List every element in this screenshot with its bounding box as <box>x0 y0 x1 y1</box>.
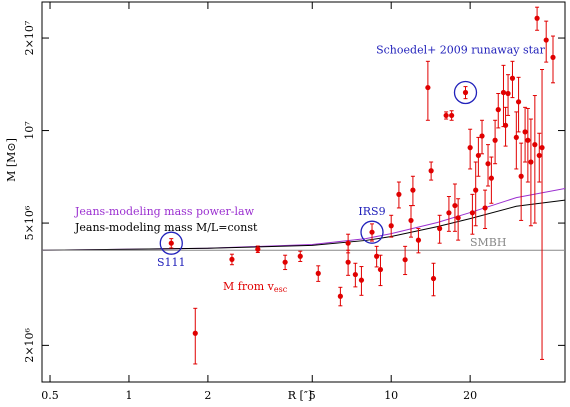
data-point <box>500 89 507 96</box>
data-point <box>337 293 343 299</box>
annotation: S111 <box>157 256 186 269</box>
data-point <box>358 277 365 283</box>
plot-area <box>42 6 565 365</box>
data-point <box>428 168 434 174</box>
data-point <box>479 133 485 139</box>
curve-label: Jeans-modeling mass M/L=const <box>74 221 258 234</box>
y-tick-label: 10⁷ <box>23 121 36 140</box>
data-point <box>255 246 261 252</box>
data-point <box>505 90 511 97</box>
annotation: Schoedel+ 2009 runaway star <box>376 43 545 56</box>
data-point <box>352 271 358 278</box>
data-point <box>467 145 473 151</box>
x-tick-label: 20 <box>463 389 477 402</box>
data-point <box>462 89 469 96</box>
data-point <box>446 210 452 216</box>
highlight-circle <box>360 220 384 244</box>
data-point <box>455 215 461 221</box>
data-point <box>488 175 494 181</box>
data-point <box>509 75 516 81</box>
highlight-circle <box>159 231 183 255</box>
data-point <box>282 259 288 265</box>
data-point <box>495 107 501 113</box>
x-tick-label: 0.5 <box>41 389 59 402</box>
annotation: IRS9 <box>358 205 385 218</box>
data-point <box>518 173 524 179</box>
data-point <box>396 191 402 197</box>
data-point <box>410 187 416 193</box>
y-tick-label: 2×10⁷ <box>23 20 36 55</box>
y-axis-label: M [M⊙] <box>5 138 18 182</box>
data-point <box>452 202 458 209</box>
data-point <box>345 259 351 265</box>
data-point <box>369 229 375 235</box>
x-tick-label: 10 <box>384 389 398 402</box>
data-point <box>475 152 481 159</box>
data-point <box>473 187 479 193</box>
y-tick-label: 2×10⁶ <box>23 327 36 362</box>
model-curve <box>42 199 565 251</box>
data-point <box>402 257 408 263</box>
data-point <box>543 37 549 43</box>
data-point <box>539 145 545 151</box>
data-point <box>315 270 321 276</box>
series-label: M from vesc <box>223 280 288 294</box>
data-point <box>522 129 528 135</box>
plot-frame <box>41 1 566 383</box>
x-axis-label: R [″] <box>288 389 312 402</box>
data-point <box>534 15 540 21</box>
data-point <box>492 137 498 143</box>
series-label-sub: esc <box>274 285 288 294</box>
data-point <box>430 275 437 282</box>
x-tick-label: 2 <box>204 389 211 402</box>
y-tick-label: 5×10⁶ <box>23 205 36 240</box>
data-point <box>449 112 455 119</box>
data-point <box>443 112 449 119</box>
data-point <box>525 137 531 143</box>
data-point <box>515 99 522 105</box>
data-point <box>550 54 556 60</box>
data-point <box>425 84 431 91</box>
x-tick-label: 1 <box>125 389 132 402</box>
data-point <box>513 134 519 141</box>
curve-label: Jeans-modeling mass power-law <box>74 205 255 218</box>
data-point <box>437 225 443 232</box>
highlight-circle <box>453 80 478 105</box>
data-point <box>297 253 303 259</box>
data-point <box>408 217 414 224</box>
data-point <box>192 330 198 336</box>
data-point <box>415 237 422 243</box>
x-tick-label: 5 <box>309 389 316 402</box>
data-point <box>469 210 475 216</box>
data-point <box>388 223 394 229</box>
data-point <box>536 152 542 159</box>
curve-label: SMBH <box>470 236 506 249</box>
data-point <box>345 240 351 246</box>
data-point <box>229 256 235 262</box>
data-point <box>532 142 538 148</box>
data-point <box>502 122 509 128</box>
data-point <box>374 253 380 259</box>
series-label-main: M from v <box>223 280 275 293</box>
data-point <box>377 266 384 273</box>
data-point <box>168 240 174 246</box>
data-point <box>485 161 491 167</box>
data-point <box>528 159 534 165</box>
data-point <box>482 205 488 211</box>
